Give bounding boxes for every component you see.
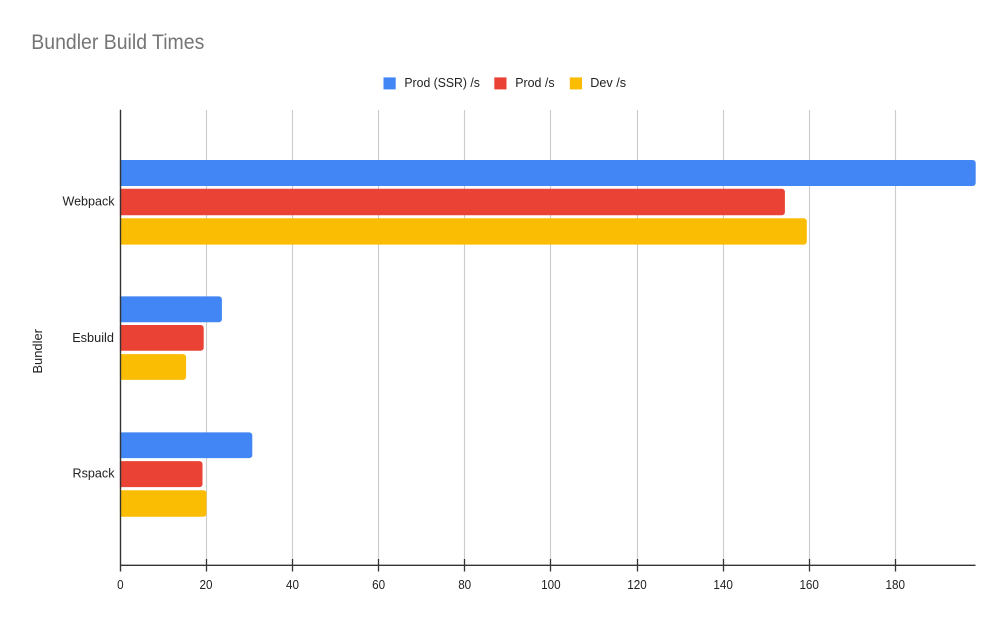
- svg-text:Prod /s: Prod /s: [515, 75, 555, 90]
- svg-text:Rspack: Rspack: [73, 466, 115, 481]
- svg-text:Bundler: Bundler: [30, 328, 45, 373]
- svg-text:Webpack: Webpack: [63, 194, 115, 209]
- svg-text:180: 180: [886, 577, 906, 592]
- svg-text:Esbuild: Esbuild: [72, 330, 114, 345]
- svg-text:Prod (SSR) /s: Prod (SSR) /s: [404, 75, 480, 90]
- svg-text:120: 120: [627, 577, 647, 592]
- svg-text:Bundler Build Times: Bundler Build Times: [31, 31, 204, 54]
- svg-text:160: 160: [799, 577, 819, 592]
- svg-text:140: 140: [713, 577, 733, 592]
- svg-text:Dev /s: Dev /s: [590, 75, 626, 90]
- svg-text:100: 100: [541, 577, 561, 592]
- svg-text:80: 80: [458, 577, 471, 592]
- svg-text:0: 0: [117, 577, 124, 592]
- svg-text:60: 60: [372, 577, 385, 592]
- svg-text:20: 20: [200, 577, 213, 592]
- svg-text:40: 40: [286, 577, 299, 592]
